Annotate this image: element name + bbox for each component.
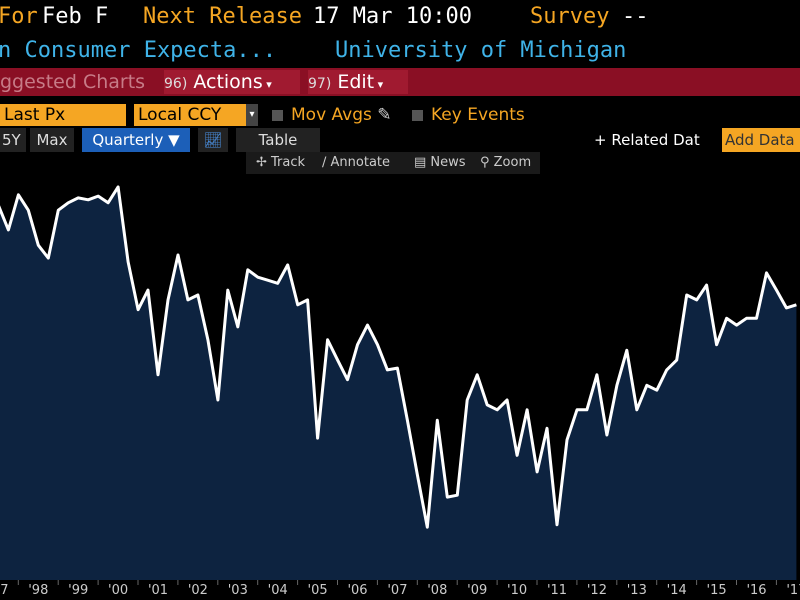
x-tick-label: '98 xyxy=(28,583,48,598)
actions-button[interactable]: 96) Actions ▾ xyxy=(164,70,300,94)
controls-row: Last Px Local CCY ▾ Mov Avgs ✎ Key Event… xyxy=(0,104,800,128)
chart-icon[interactable]: 📈︎ xyxy=(198,128,228,152)
x-tick-label: '00 xyxy=(108,583,128,598)
for-label: For xyxy=(0,4,38,29)
line xyxy=(0,185,797,529)
header-row: For Feb F Next Release 17 Mar 10:00 Surv… xyxy=(0,4,800,38)
track[interactable]: ✢ Track xyxy=(256,155,306,170)
survey-label: Survey xyxy=(530,4,610,29)
source: University of Michigan xyxy=(335,38,627,63)
x-tick-label: '07 xyxy=(387,583,407,598)
currency-select[interactable]: Local CCY xyxy=(134,104,246,126)
actions-num: 96) xyxy=(164,76,188,92)
x-tick-label: '01 xyxy=(148,583,168,598)
related-data[interactable]: + Related Dat xyxy=(594,131,700,149)
edit: Edit xyxy=(337,71,375,93)
field-select[interactable]: Last Px xyxy=(0,104,126,126)
range-bar: 5Y Max Quarterly ▼ 📈︎ Table + Related Da… xyxy=(0,128,800,152)
x-tick-label: '14 xyxy=(667,583,687,598)
x-tick-label: '05 xyxy=(308,583,328,598)
area-fill xyxy=(0,186,797,580)
x-tick-label: '97 xyxy=(0,583,8,598)
suggested-charts[interactable]: ggested Charts xyxy=(0,71,146,93)
x-tick-label: '11 xyxy=(547,583,567,598)
x-tick-label: '15 xyxy=(707,583,727,598)
annotate[interactable]: ∕ Annotate xyxy=(322,155,390,170)
security: n Consumer Expecta... xyxy=(0,38,277,63)
x-tick-label: '12 xyxy=(587,583,607,598)
key-events-label: Key Events xyxy=(431,105,525,125)
x-tick-label: '04 xyxy=(268,583,288,598)
x-tick-label: '17 xyxy=(786,583,800,598)
edit-button[interactable]: 97) Edit ▾ xyxy=(308,70,408,94)
toolbar: ✢ Track ∕ Annotate ▤ News ⚲ Zoom xyxy=(0,152,800,174)
x-tick-label: '08 xyxy=(427,583,447,598)
mov-avgs-label: Mov Avgs xyxy=(291,105,372,125)
annotate-label: Annotate xyxy=(330,155,390,170)
x-tick-label: '13 xyxy=(627,583,647,598)
add-data[interactable]: Add Data xyxy=(722,128,800,152)
survey: -- xyxy=(622,4,649,29)
x-tick-label: '16 xyxy=(746,583,766,598)
x-tick-label: '99 xyxy=(68,583,88,598)
actions: Actions xyxy=(193,71,263,93)
frequency[interactable]: Quarterly ▼ xyxy=(82,128,190,152)
next-release: 17 Mar 10:00 xyxy=(313,4,472,29)
security-row: n Consumer Expecta... University of Mich… xyxy=(0,38,800,66)
x-axis-band xyxy=(0,580,800,600)
x-tick-label: '03 xyxy=(228,583,248,598)
zoom-label: Zoom xyxy=(493,155,532,170)
next-release-label: Next Release xyxy=(143,4,302,29)
x-tick-label: '10 xyxy=(507,583,527,598)
menu-bar: ggested Charts 96) Actions ▾ 97) Edit ▾ xyxy=(0,68,800,96)
track-label: Track xyxy=(271,155,306,170)
zoom[interactable]: ⚲ Zoom xyxy=(480,155,532,170)
key-events[interactable]: Key Events xyxy=(412,104,525,126)
news-label: News xyxy=(430,155,466,170)
range-5y[interactable]: 5Y xyxy=(0,128,26,152)
mov-avgs[interactable]: Mov Avgs ✎ xyxy=(272,104,392,126)
period: Feb F xyxy=(42,4,109,29)
news[interactable]: ▤ News xyxy=(414,155,466,170)
edit-num: 97) xyxy=(308,76,332,92)
range-max[interactable]: Max xyxy=(30,128,74,152)
chart: '97 '98 '99 '00 '01 '02 '03 '04 '05 '06 '07 '08 '09 '… xyxy=(0,185,800,600)
x-tick-label: '06 xyxy=(347,583,367,598)
table-button[interactable]: Table xyxy=(236,128,320,152)
x-tick-label: '09 xyxy=(467,583,487,598)
x-tick-label: '02 xyxy=(188,583,208,598)
